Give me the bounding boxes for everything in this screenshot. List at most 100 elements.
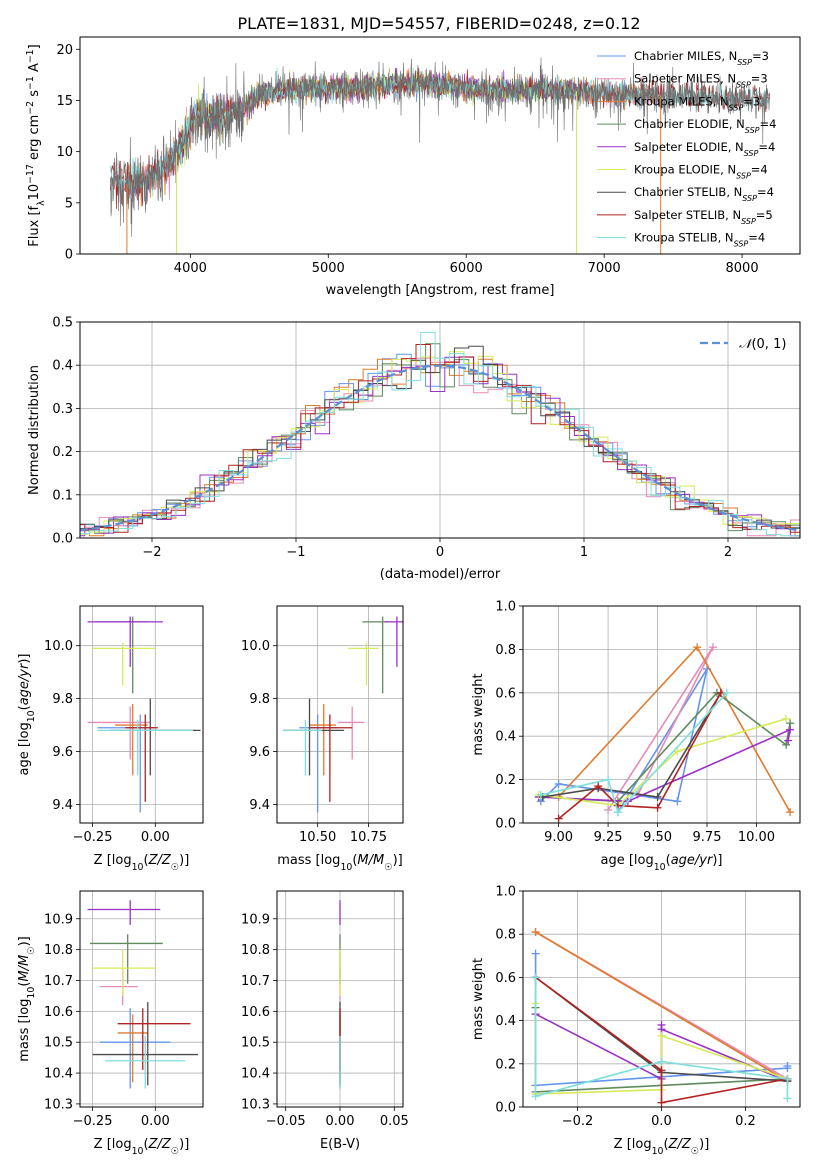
weight-marker	[594, 782, 603, 791]
weight-marker	[653, 803, 662, 812]
weight-marker	[722, 688, 731, 697]
axis-label: Z [log10(Z/Z☉)]	[94, 853, 190, 873]
weight-marker	[783, 1061, 792, 1070]
gaussian-curve	[80, 364, 800, 532]
axis-label-part: 10	[26, 987, 37, 999]
axis-label: Flux [fλ10−17 erg cm−2 s−1 A−1]	[25, 44, 47, 246]
weight-marker	[782, 740, 791, 749]
x-tick-label: 9.00	[544, 830, 573, 845]
mass_vs_ebv-frame	[276, 890, 404, 1108]
weight-marker	[657, 1098, 666, 1107]
axis-label: age [log10(age/yr)]	[600, 853, 722, 873]
legend-label: Chabrier ELODIE, NSSP=4	[634, 117, 776, 135]
axis-label-part: 10	[654, 862, 666, 873]
axis-label-part: Z/Z	[148, 1137, 172, 1152]
axis-label-part: 10	[340, 862, 352, 873]
mass_vs_Z-errorbars	[87, 900, 198, 1089]
histogram-steps	[80, 331, 800, 537]
legend-label-part: Salpeter ELODIE, N	[634, 140, 744, 154]
weight-marker	[536, 790, 545, 799]
axis-label-part: )]	[699, 1137, 709, 1152]
legend-label-part: =4	[758, 140, 775, 154]
axis-label-part: )]	[17, 936, 32, 946]
x-tick-label: 7000	[588, 261, 621, 276]
errorbar-point	[87, 706, 151, 760]
y-tick-label: 0.5	[52, 316, 73, 331]
axis-label-part: 10	[26, 710, 37, 722]
y-tick-label: 0.6	[495, 971, 516, 986]
weight-marker	[657, 1066, 666, 1075]
weight-line	[535, 976, 788, 1104]
weight-marker	[673, 747, 682, 756]
mass_vs_Z-frame	[79, 890, 204, 1108]
y-tick-label: 0.2	[495, 773, 516, 788]
x-tick-label: 8000	[726, 261, 759, 276]
axis-label-part: mass [log	[277, 853, 340, 868]
legend-label-part: =5	[756, 208, 773, 222]
x-tick-label: −2	[142, 545, 161, 560]
x-tick-label: 10.00	[738, 830, 775, 845]
axis-label-part: erg cm	[27, 115, 42, 164]
x-tick-label: 0.00	[141, 1114, 170, 1129]
axis-label-part: )]	[179, 853, 189, 868]
errorbar-point	[384, 616, 403, 667]
axis-label-part: ☉	[384, 862, 392, 873]
y-tick-label: 9.4	[52, 798, 73, 813]
x-tick-label: 0.05	[380, 1114, 409, 1129]
weight-marker	[782, 714, 791, 723]
legend-label: Chabrier MILES, NSSP=3	[634, 49, 769, 67]
legend-label-part: =3	[752, 49, 769, 63]
legend-label: Chabrier STELIB, NSSP=4	[634, 185, 774, 203]
y-tick-label: 10.0	[44, 639, 73, 654]
legend-label-part: Chabrier STELIB, N	[634, 185, 742, 199]
axis-label-part: (	[144, 853, 149, 868]
axis-label-part: M/M	[17, 955, 32, 982]
y-tick-label: 0.0	[495, 817, 516, 832]
axis-label-part: )]	[17, 653, 32, 663]
weight-marker	[784, 736, 793, 745]
errorbar-point	[100, 968, 138, 1006]
errorbar-point	[283, 719, 322, 776]
axis-label-part: M/M	[357, 853, 384, 868]
age_vs_mass-axes: 10.50 10.75 9.4 9.6 9.8 10.0	[241, 606, 403, 845]
weight-marker	[786, 725, 795, 734]
y-tick-label: 5	[65, 196, 73, 211]
y-tick-label: 10.5	[44, 1036, 73, 1051]
legend-label-part: SSP	[734, 239, 749, 248]
x-tick-label: 0.00	[326, 1114, 355, 1129]
legend-label-part: SSP	[744, 148, 759, 157]
errorbar-point	[309, 714, 353, 802]
legend-label-part: Salpeter STELIB, N	[634, 208, 741, 222]
axis-label-part: Flux [f	[27, 205, 42, 246]
axis-label-part: E(B-V)	[320, 1137, 360, 1152]
legend-label: Salpeter ELODIE, NSSP=4	[634, 140, 775, 158]
weight-marker	[531, 1092, 540, 1101]
y-tick-label: 10.8	[44, 943, 73, 958]
weight-marker	[783, 1074, 792, 1083]
y-tick-label: 10.5	[241, 1036, 270, 1051]
axis-label: age [log10(age/yr)]	[17, 653, 37, 775]
legend-label-part: =4	[757, 185, 774, 199]
legend-label-part: SSP	[736, 171, 751, 180]
x-tick-label: 9.50	[643, 830, 672, 845]
axis-label-part: Z [log	[94, 853, 132, 868]
legend-label: Kroupa STELIB, NSSP=4	[634, 231, 765, 249]
axis-label-part: −17	[25, 164, 36, 184]
axis-label-part: ☉	[26, 946, 37, 954]
weight-marker	[604, 805, 613, 814]
x-axis-label: (data-model)/error	[380, 567, 501, 582]
y-tick-label: 10.4	[241, 1067, 270, 1082]
mass_weight_vs_age-lines	[534, 643, 795, 823]
errorbar-point	[125, 714, 158, 802]
y-tick-label: 0.4	[52, 359, 73, 374]
axis-label-part: Z/Z	[148, 853, 172, 868]
legend-label-part: SSP	[729, 103, 744, 112]
legend-label: Kroupa MILES, NSSP=3	[634, 94, 760, 112]
weight-marker	[554, 779, 563, 788]
x-tick-label: 10.75	[350, 830, 387, 845]
axis-label-part: ☉	[691, 1146, 699, 1157]
legend-label-part: Kroupa ELODIE, N	[634, 163, 736, 177]
y-tick-label: 0.2	[495, 1057, 516, 1072]
x-tick-label: −0.25	[73, 1114, 113, 1129]
y-tick-label: 0.8	[495, 928, 516, 943]
